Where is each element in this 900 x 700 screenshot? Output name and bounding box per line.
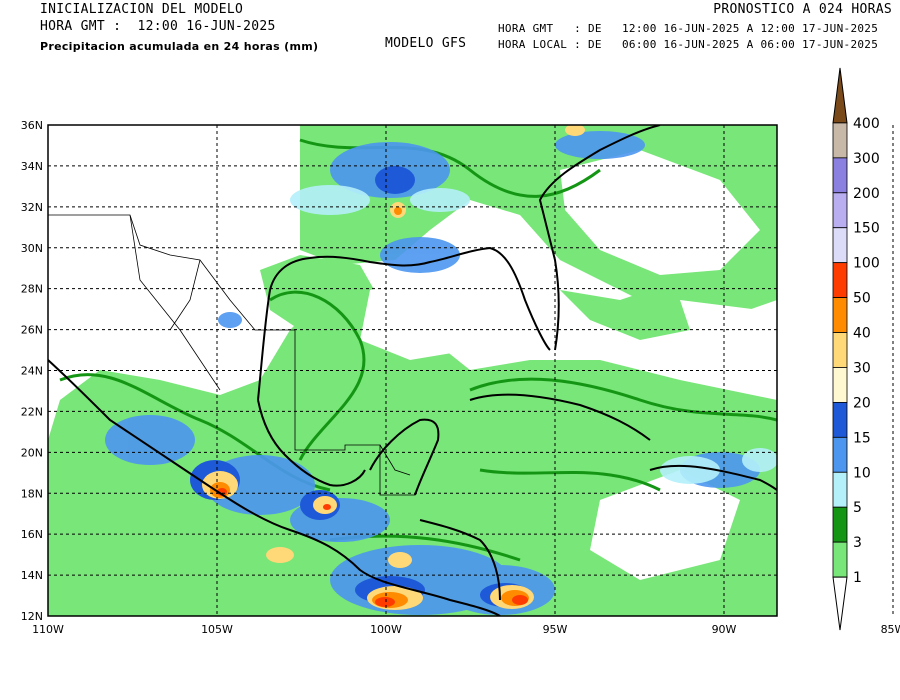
colorbar-swatch	[832, 332, 848, 368]
local-range: 06:00 16-JUN-2025 A 06:00 17-JUN-2025	[622, 38, 879, 51]
map-frame	[47, 124, 778, 617]
colorbar-label: 15	[853, 430, 871, 446]
colorbar-label: 50	[853, 291, 871, 307]
longitude-tick-label: 90W	[712, 623, 737, 636]
colorbar: 400 300 200 150 100 50 40 30 20 15 10 5 3 1	[832, 67, 880, 631]
colorbar-label: 200	[853, 186, 880, 202]
latitude-tick-label: 22N	[21, 405, 43, 418]
colorbar-label: 40	[853, 326, 871, 342]
map-subtitle: Precipitacion acumulada en 24 horas (mm)	[40, 40, 319, 53]
latitude-tick-label: 14N	[21, 569, 43, 582]
gmt-label: HORA GMT : DE	[498, 22, 602, 35]
longitude-tick-label: 105W	[201, 623, 233, 636]
colorbar-label: 1	[853, 570, 862, 586]
forecast-title: PRONOSTICO A 024 HORAS	[713, 2, 892, 17]
colorbar-label: 30	[853, 360, 871, 376]
latitude-tick-label: 24N	[21, 365, 43, 378]
colorbar-label: 150	[853, 221, 880, 237]
latitude-tick-label: 12N	[21, 610, 43, 623]
colorbar-label: 3	[853, 535, 862, 551]
longitude-tick-label: 95W	[543, 623, 568, 636]
latitude-tick-label: 26N	[21, 324, 43, 337]
init-title: INICIALIZACION DEL MODELO	[40, 2, 244, 17]
colorbar-label: 20	[853, 395, 871, 411]
colorbar-swatch	[832, 471, 848, 508]
colorbar-label: 5	[853, 500, 862, 516]
longitude-tick-label: 100W	[370, 623, 402, 636]
latitude-tick-label: 28N	[21, 283, 43, 296]
latitude-labels: 36N 34N 32N 30N 28N 26N 24N 22N 20N 18N 16N 14N 12N	[21, 119, 43, 623]
political-borders	[48, 214, 415, 496]
latitude-tick-label: 30N	[21, 242, 43, 255]
colorbar-label: 400	[853, 116, 880, 132]
colorbar-label: 100	[853, 256, 880, 272]
gmt-range: 12:00 16-JUN-2025 A 12:00 17-JUN-2025	[622, 22, 879, 35]
colorbar-label: 10	[853, 465, 871, 481]
init-time: HORA GMT : 12:00 16-JUN-2025	[40, 19, 276, 34]
colorbar-swatch	[832, 192, 848, 229]
latitude-tick-label: 34N	[21, 160, 43, 173]
colorbar-swatch	[832, 157, 848, 194]
colorbar-swatch	[832, 541, 848, 578]
colorbar-bottom-arrow	[832, 576, 848, 631]
latitude-tick-label: 18N	[21, 487, 43, 500]
coastlines	[48, 125, 777, 616]
latitude-tick-label: 20N	[21, 446, 43, 459]
longitude-labels: 110W105W100W95W90W85W80W75W70W	[32, 623, 900, 636]
colorbar-label: 300	[853, 151, 880, 167]
lat-lon-grid	[48, 125, 894, 616]
latitude-tick-label: 36N	[21, 119, 43, 132]
colorbar-swatch	[832, 122, 848, 159]
longitude-tick-label: 85W	[881, 623, 900, 636]
colorbar-swatch	[832, 506, 848, 543]
colorbar-top-arrow	[832, 67, 848, 124]
colorbar-swatch	[832, 262, 848, 298]
local-label: HORA LOCAL : DE	[498, 38, 602, 51]
colorbar-swatch	[832, 297, 848, 333]
model-name: MODELO GFS	[385, 36, 467, 51]
longitude-tick-label: 110W	[32, 623, 64, 636]
colorbar-swatch	[832, 227, 848, 264]
precipitation-fields	[48, 125, 777, 616]
colorbar-swatch	[832, 401, 848, 438]
latitude-tick-label: 32N	[21, 201, 43, 214]
colorbar-swatch	[832, 367, 848, 403]
colorbar-swatch	[832, 436, 848, 473]
latitude-tick-label: 16N	[21, 528, 43, 541]
